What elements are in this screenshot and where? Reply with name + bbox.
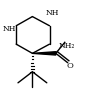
Polygon shape — [32, 52, 56, 55]
Text: O: O — [67, 62, 74, 70]
Text: NH: NH — [46, 9, 59, 17]
Text: NH₂: NH₂ — [58, 42, 75, 50]
Text: NH: NH — [2, 25, 16, 33]
